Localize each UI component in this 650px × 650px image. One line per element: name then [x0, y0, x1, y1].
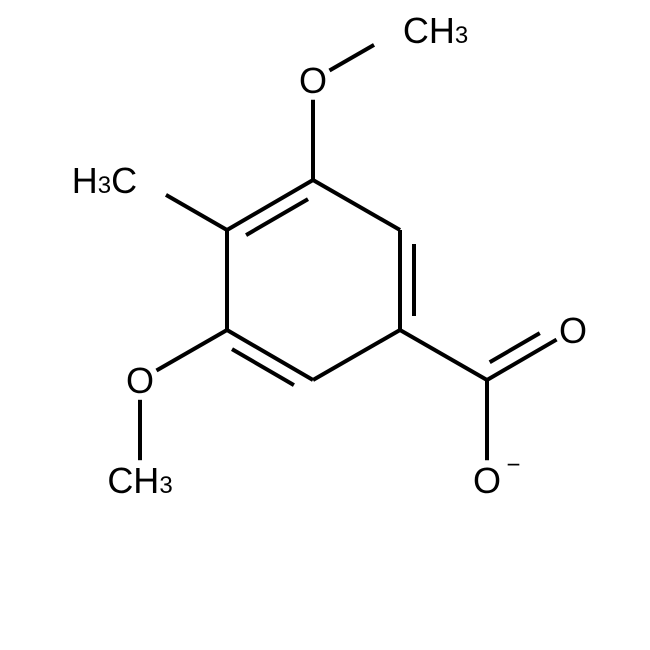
- atom-label-c12: H3C: [72, 160, 137, 201]
- molecule-diagram: OO−OCH3H3COCH3: [0, 0, 650, 650]
- labels-layer: OO−OCH3H3COCH3: [72, 10, 587, 501]
- bond-line: [156, 330, 227, 371]
- bond-line: [490, 333, 540, 362]
- bond-line: [232, 349, 294, 385]
- atom-label-c11: CH3: [403, 10, 468, 51]
- charge-o9: −: [506, 451, 520, 478]
- atom-label-o13: O: [126, 360, 154, 401]
- bond-line: [313, 180, 400, 230]
- bonds-layer: [140, 45, 557, 460]
- bond-line: [166, 195, 227, 230]
- bond-line: [400, 330, 487, 380]
- atom-label-o8: O: [559, 310, 587, 351]
- atom-label-o9: O: [473, 460, 501, 501]
- atom-label-c14: CH3: [107, 460, 172, 501]
- bond-line: [246, 199, 308, 235]
- bond-line: [313, 330, 400, 380]
- bond-line: [329, 45, 374, 71]
- atom-label-o10: O: [299, 60, 327, 101]
